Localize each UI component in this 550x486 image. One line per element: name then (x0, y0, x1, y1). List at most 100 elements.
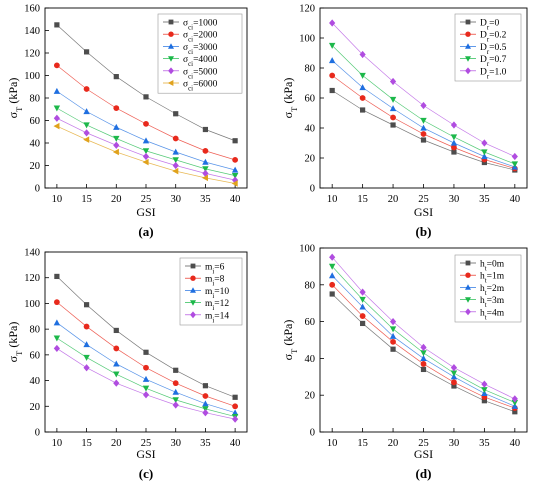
data-point (113, 371, 120, 378)
data-point (113, 135, 120, 142)
series-3 (328, 42, 519, 168)
data-point (83, 302, 90, 308)
legend-marker (465, 19, 471, 25)
data-point (172, 397, 179, 404)
series-0 (329, 291, 518, 415)
data-point (359, 50, 366, 59)
data-point (143, 364, 149, 371)
legend-marker (167, 80, 174, 86)
data-point (172, 135, 179, 142)
panel-label: (a) (138, 224, 153, 239)
data-point (329, 281, 336, 288)
y-axis-label-group: σT (kPa) (281, 78, 299, 119)
data-point (360, 320, 366, 327)
data-point (142, 158, 149, 166)
y-tick-label: 60 (305, 94, 316, 105)
legend-marker (168, 56, 174, 62)
data-point (390, 346, 396, 352)
legend: Dr=0Dr=0.2Dr=0.5Dr=0.7Dr=1.0 (454, 13, 522, 82)
data-point (511, 399, 519, 406)
legend-marker (465, 56, 471, 62)
x-axis-label: GSI (414, 447, 433, 461)
data-point (83, 86, 90, 92)
data-point (83, 136, 90, 143)
data-point (329, 87, 335, 94)
data-point (53, 114, 60, 122)
y-tick-label: 20 (305, 154, 316, 165)
data-point (173, 111, 179, 117)
y-tick-label: 40 (305, 124, 316, 135)
data-point (83, 341, 90, 348)
data-point (202, 174, 209, 182)
y-tick-label: 140 (24, 248, 40, 259)
data-point (53, 299, 60, 306)
data-point (390, 338, 396, 345)
data-point (328, 263, 336, 270)
data-point (481, 149, 488, 156)
y-tick-label: 0 (310, 184, 315, 195)
y-tick-label: 20 (30, 161, 41, 172)
data-point (142, 391, 150, 399)
data-point (112, 148, 119, 156)
data-point (83, 122, 90, 129)
data-point (420, 343, 427, 351)
x-tick-label: 40 (230, 194, 241, 205)
y-axis-label-group: σT (kPa) (6, 78, 24, 119)
y-tick-label: 40 (305, 354, 316, 365)
series-3 (53, 335, 239, 420)
data-point (451, 379, 457, 386)
series-3 (53, 105, 239, 180)
x-tick-label: 35 (200, 194, 211, 205)
data-point (450, 134, 458, 141)
data-point (113, 345, 120, 352)
data-point (389, 105, 397, 112)
data-point (113, 74, 119, 80)
legend-entry-label: mi=12 (205, 299, 229, 312)
y-tick-label: 80 (305, 64, 316, 75)
legend-entry-label: mi=14 (205, 311, 229, 324)
x-tick-label: 20 (388, 194, 399, 205)
data-point (83, 354, 90, 361)
data-point (481, 153, 488, 160)
data-point (359, 84, 366, 91)
data-point (420, 355, 427, 361)
data-point (173, 367, 179, 373)
y-tick-label: 80 (30, 325, 41, 336)
legend-marker (190, 300, 196, 306)
data-point (420, 124, 427, 131)
chart-panel-c: 10 15 20 25 30 35 40 0 20 40 60 80 100 120 140 GSI σT (k… (6, 248, 248, 481)
data-point (359, 95, 366, 101)
legend-marker (465, 67, 471, 75)
x-tick-label: 25 (418, 194, 429, 205)
data-point (83, 323, 90, 330)
legend: σci=1000σci=2000σci=3000σci=4000σci=5000… (157, 13, 243, 94)
y-tick-label: 160 (24, 4, 40, 15)
x-tick-label: 10 (327, 438, 338, 449)
data-point (231, 180, 238, 187)
x-axis-label: GSI (414, 205, 433, 219)
y-tick-label: 140 (24, 26, 40, 37)
x-tick-label: 15 (357, 438, 368, 449)
data-point (202, 400, 209, 407)
data-point (202, 409, 209, 417)
series-0 (54, 273, 238, 400)
x-tick-label: 25 (141, 438, 152, 449)
y-tick-label: 100 (299, 244, 315, 255)
data-point (202, 393, 209, 399)
data-point (481, 380, 488, 388)
data-point (53, 105, 61, 112)
data-point (328, 57, 336, 64)
data-point (420, 361, 427, 367)
x-tick-label: 30 (170, 438, 181, 449)
series-4 (53, 344, 239, 423)
data-point (53, 319, 61, 326)
x-tick-label: 15 (81, 194, 92, 205)
data-point (329, 253, 336, 261)
data-point (172, 161, 179, 170)
data-point (232, 156, 239, 163)
data-point (142, 375, 150, 382)
x-tick-label: 10 (327, 194, 338, 205)
y-axis-label: σT (kPa) (6, 322, 24, 363)
